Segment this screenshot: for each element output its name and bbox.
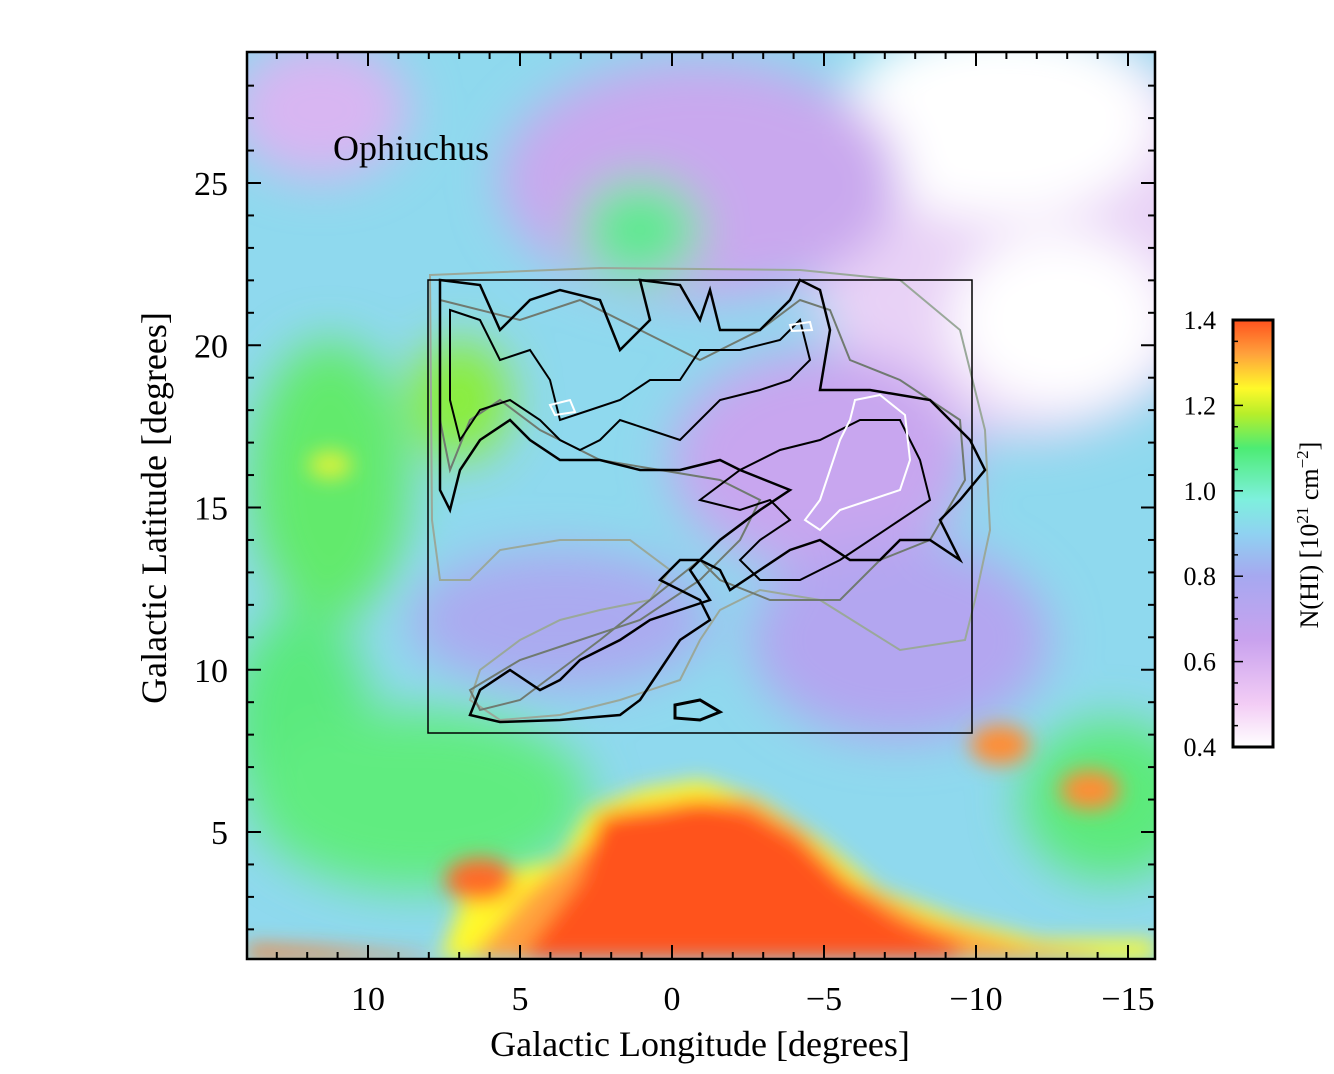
colorbar-tick-label: 1.2 <box>1184 391 1217 420</box>
colorbar-ticks: 1.4 1.2 1.0 0.8 0.6 0.4 <box>1184 306 1243 762</box>
annotation-region-name: Ophiuchus <box>333 128 489 168</box>
y-tick-label: 25 <box>194 166 228 203</box>
colorbar-tick-label: 0.4 <box>1184 733 1217 762</box>
contour-black-1 <box>438 278 987 724</box>
colorbar-tick-label: 0.6 <box>1184 648 1217 677</box>
colorbar-tick-label: 1.4 <box>1184 306 1217 335</box>
x-tick-label: 10 <box>351 981 385 1018</box>
x-tick-label: 5 <box>512 981 529 1018</box>
x-tick-label: −5 <box>806 981 842 1018</box>
y-tick-label: 20 <box>194 328 228 365</box>
contour-gray-mid <box>439 298 967 712</box>
y-axis-title: Galactic Latitude [degrees] <box>134 312 174 704</box>
region-box <box>427 279 973 734</box>
x-tick-label: −15 <box>1101 981 1154 1018</box>
contour-black-4 <box>673 698 724 722</box>
contour-lines <box>428 266 992 724</box>
contour-gray-outer <box>428 266 992 722</box>
contour-white-1 <box>803 393 912 532</box>
colorbar-tick-label: 1.0 <box>1184 477 1217 506</box>
plot-frame <box>245 50 1157 961</box>
contour-white-3 <box>788 320 814 333</box>
contour-white-2 <box>548 398 577 417</box>
colorbar-label: N(HI) [1021 cm−2] <box>1293 442 1324 629</box>
x-axis-ticks: 10 5 0 −5 −10 −15 <box>275 52 1155 1018</box>
colorbar-tick-label: 0.8 <box>1184 562 1217 591</box>
y-tick-label: 15 <box>194 491 228 528</box>
x-tick-label: −10 <box>949 981 1002 1018</box>
contour-black-2 <box>449 308 812 452</box>
y-tick-label: 10 <box>194 653 228 690</box>
heatmap-image <box>247 52 1155 959</box>
y-axis-ticks: 5 10 15 20 25 <box>194 84 1155 931</box>
y-tick-label: 5 <box>211 815 228 852</box>
contour-black-3 <box>697 419 932 581</box>
colorbar-gradient <box>1231 318 1275 749</box>
x-tick-label: 0 <box>664 981 681 1018</box>
x-axis-title: Galactic Longitude [degrees] <box>490 1024 910 1064</box>
